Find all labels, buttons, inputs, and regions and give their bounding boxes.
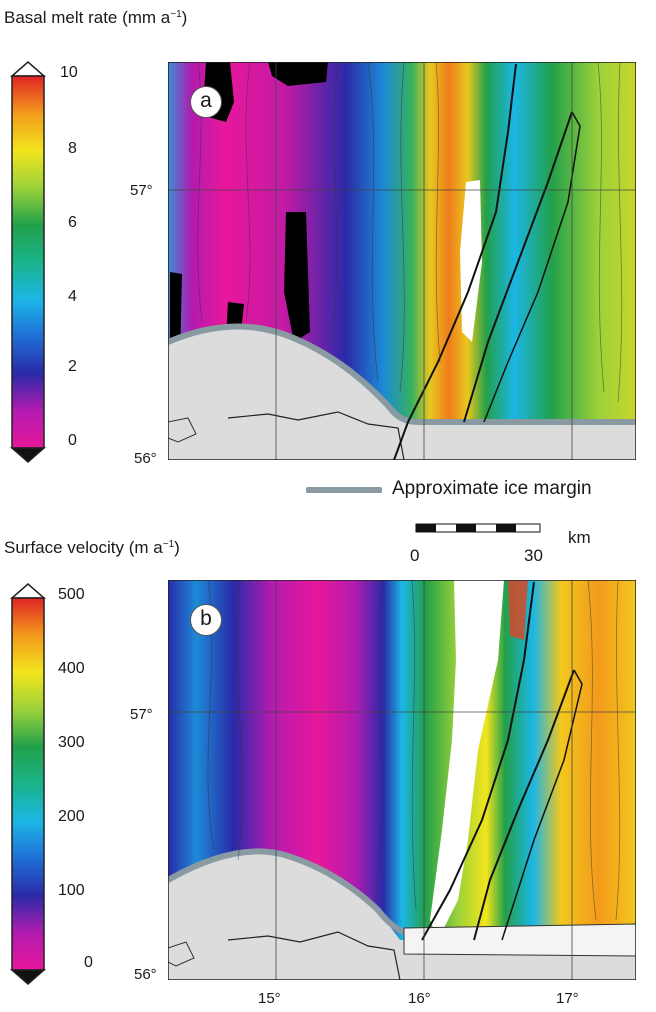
panel-b-coastline [168, 941, 195, 967]
scale-bar [415, 523, 541, 533]
panel-b-saturated-stream [430, 580, 504, 940]
panel-b-tick: 200 [58, 808, 85, 825]
panel-a-colorbar-top-arrow [10, 61, 46, 77]
ice-margin-legend-label: Approximate ice margin [392, 478, 592, 499]
panel-b-map [168, 580, 636, 980]
panel-b-title-main: Surface velocity (m a [4, 538, 163, 557]
panel-a-land [168, 326, 636, 460]
panel-b-lon-17: 17° [556, 990, 579, 1007]
scale-bar-unit: km [568, 528, 591, 547]
panel-b-lat-56: 56° [134, 966, 157, 983]
panel-b-colorbar [10, 583, 46, 985]
panel-b-title-sup: −1 [162, 539, 175, 550]
panel-a-saturated-patch [460, 180, 482, 342]
panel-a-graticule [168, 62, 636, 460]
panel-b-letter: b [190, 604, 222, 636]
panel-a-lat-57: 57° [130, 182, 153, 199]
panel-a-colorbar [10, 61, 46, 463]
panel-b-tick: 500 [58, 586, 85, 603]
scale-bar-start: 0 [410, 546, 420, 565]
panel-a-ice-margin [168, 323, 636, 425]
panel-b-tick: 0 [84, 954, 93, 971]
panel-a-title-sup: −1 [170, 9, 182, 20]
panel-b-colorbar-bottom-arrow [10, 969, 46, 985]
panel-b-ridge-line [473, 669, 575, 941]
panel-b-lon-16: 16° [408, 990, 431, 1007]
panel-a-ridge-line [463, 111, 573, 423]
panel-a-tick: 8 [68, 140, 77, 157]
panel-a-lat-56: 56° [134, 450, 157, 467]
panel-a-tick: 2 [68, 358, 77, 375]
panel-b-ice-margin [168, 848, 636, 939]
panel-b-colorbar-gradient [11, 597, 45, 971]
panel-a-colorbar-bottom-arrow [10, 447, 46, 463]
panel-a-nodata-region [268, 62, 328, 86]
panel-b-graticule [168, 580, 636, 980]
panel-a-title-main: Basal melt rate (mm a [4, 8, 171, 27]
panel-a-tick: 6 [68, 214, 77, 231]
ice-margin-legend-swatch [306, 487, 382, 493]
panel-b-lat-57: 57° [130, 706, 153, 723]
panel-a-nodata-region [284, 212, 310, 342]
panel-b-shelf-strip [403, 923, 636, 957]
panel-a-coastline [168, 417, 197, 443]
panel-b-tick: 100 [58, 882, 85, 899]
panel-a-letter: a [190, 86, 222, 118]
panel-a-coastline [227, 411, 405, 460]
panel-a-tick: 10 [60, 64, 78, 81]
panel-b-tick: 300 [58, 734, 85, 751]
panel-a-ridge-line [393, 63, 517, 460]
panel-b-title-end: ) [174, 538, 180, 557]
panel-b-title: Surface velocity (m a−1) [4, 538, 180, 558]
panel-a-tick: 0 [68, 432, 77, 449]
panel-a-ridge-line [483, 111, 581, 423]
panel-b-ridge-line [421, 581, 535, 941]
panel-a-map [168, 62, 636, 460]
panel-b-tick: 400 [58, 660, 85, 677]
panel-b-fast-patch [508, 580, 528, 640]
panel-a-title: Basal melt rate (mm a−1) [4, 8, 187, 28]
panel-a-title-end: ) [181, 8, 188, 27]
scale-bar-end: 30 [524, 546, 543, 565]
panel-a-colorbar-gradient [11, 75, 45, 449]
panel-b-coastline [227, 931, 401, 980]
panel-b-ridge-line [501, 669, 583, 941]
panel-a-tick: 4 [68, 288, 77, 305]
panel-b-colorbar-top-arrow [10, 583, 46, 599]
panel-b-lon-15: 15° [258, 990, 281, 1007]
